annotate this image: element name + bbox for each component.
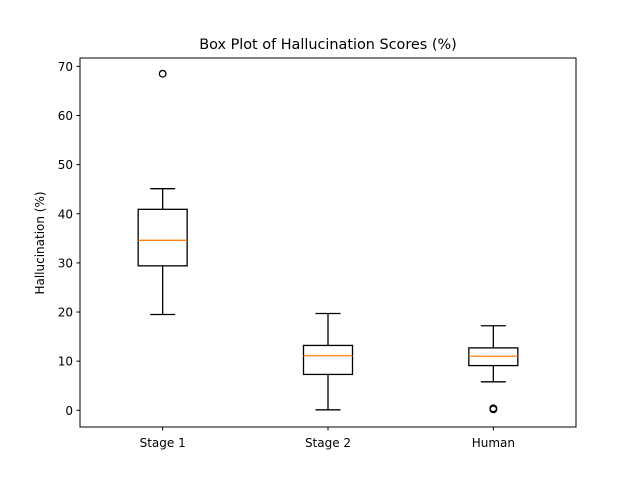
- plot-area: 0 10 20 30 40 50 60 70 Stage 1 Stage 2 Human: [58, 60, 519, 450]
- x-tick-label: Stage 1: [140, 436, 186, 450]
- y-tick-label: 30: [58, 256, 73, 270]
- y-tick-label: 50: [58, 158, 73, 172]
- y-axis-label: Hallucination (%): [33, 191, 47, 294]
- x-tick-label: Stage 2: [305, 436, 351, 450]
- outlier-point: [158, 69, 167, 78]
- axes-frame: [79, 57, 577, 428]
- box-stage-1: [137, 208, 188, 267]
- outlier-point: [489, 404, 498, 413]
- x-tick-label: Human: [472, 436, 515, 450]
- chart-title: Box Plot of Hallucination Scores (%): [199, 37, 457, 53]
- y-tick-label: 10: [58, 355, 73, 369]
- box-stage-2: [302, 344, 354, 376]
- y-tick-label: 40: [58, 207, 73, 221]
- y-tick-label: 60: [58, 109, 73, 123]
- y-tick-label: 70: [58, 60, 73, 74]
- y-tick-label: 0: [65, 404, 73, 418]
- y-tick-label: 20: [58, 306, 73, 320]
